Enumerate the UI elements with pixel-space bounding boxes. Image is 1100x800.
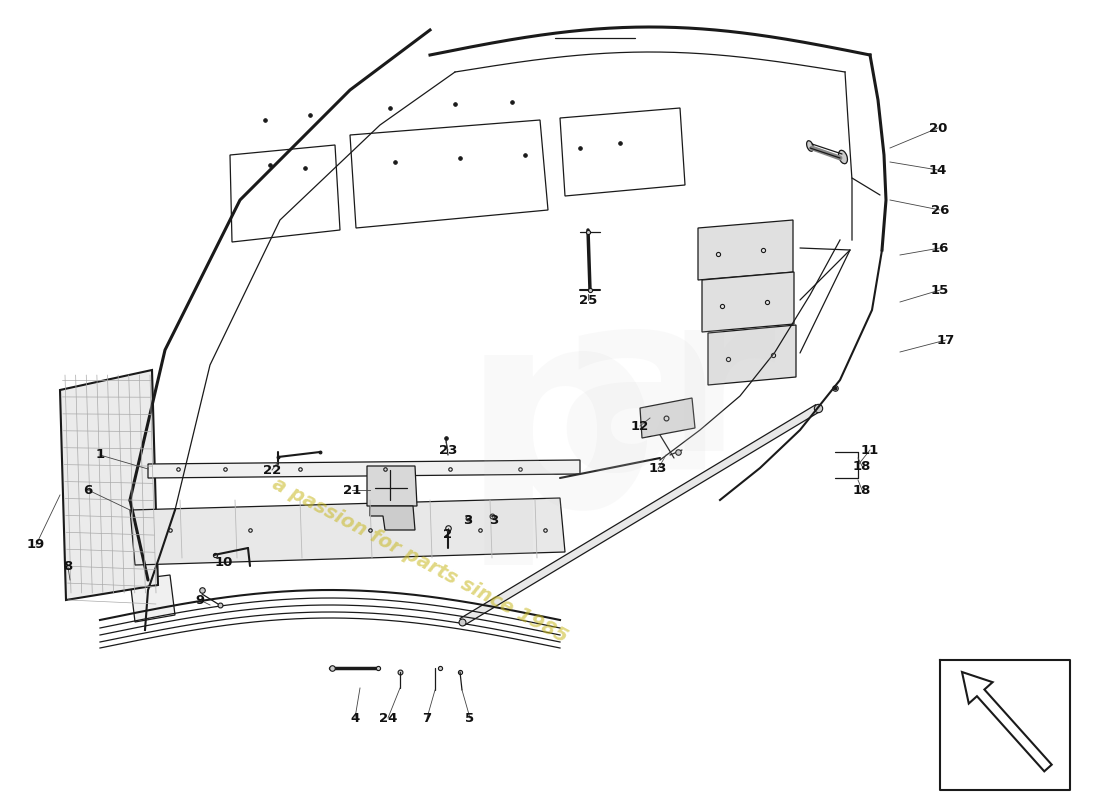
Text: 18: 18 [852, 483, 871, 497]
Ellipse shape [806, 141, 813, 151]
Text: 12: 12 [631, 419, 649, 433]
Text: 7: 7 [422, 711, 431, 725]
Polygon shape [698, 220, 793, 280]
Text: 13: 13 [649, 462, 668, 475]
Polygon shape [370, 506, 415, 530]
Text: 11: 11 [861, 443, 879, 457]
Text: 23: 23 [439, 443, 458, 457]
Polygon shape [702, 272, 794, 332]
Text: 1: 1 [96, 449, 104, 462]
Text: 18: 18 [852, 459, 871, 473]
Text: 20: 20 [928, 122, 947, 134]
Polygon shape [130, 498, 565, 565]
Ellipse shape [838, 150, 847, 164]
Text: a passion for parts since 1985: a passion for parts since 1985 [270, 474, 571, 646]
Polygon shape [460, 405, 821, 626]
Polygon shape [640, 398, 695, 438]
Text: 21: 21 [343, 483, 361, 497]
Text: 8: 8 [64, 561, 73, 574]
Text: a: a [556, 279, 725, 521]
Text: 6: 6 [84, 483, 92, 497]
Polygon shape [708, 325, 796, 385]
Text: 9: 9 [196, 594, 205, 606]
Text: r: r [666, 283, 774, 497]
Text: 10: 10 [214, 557, 233, 570]
Text: 22: 22 [263, 463, 282, 477]
Text: 4: 4 [351, 711, 360, 725]
Polygon shape [60, 370, 158, 600]
Text: 24: 24 [378, 711, 397, 725]
Text: 16: 16 [931, 242, 949, 254]
Text: 2: 2 [443, 529, 452, 542]
Text: 17: 17 [937, 334, 955, 346]
Polygon shape [148, 460, 580, 478]
Text: 5: 5 [465, 711, 474, 725]
Text: 3: 3 [490, 514, 498, 526]
Text: 15: 15 [931, 283, 949, 297]
Text: 3: 3 [463, 514, 473, 526]
Polygon shape [130, 575, 175, 622]
Text: 26: 26 [931, 203, 949, 217]
Text: 14: 14 [928, 163, 947, 177]
Text: 25: 25 [579, 294, 597, 306]
Polygon shape [367, 466, 417, 506]
Text: 19: 19 [26, 538, 45, 551]
Text: p: p [461, 295, 659, 565]
Polygon shape [962, 672, 1052, 771]
